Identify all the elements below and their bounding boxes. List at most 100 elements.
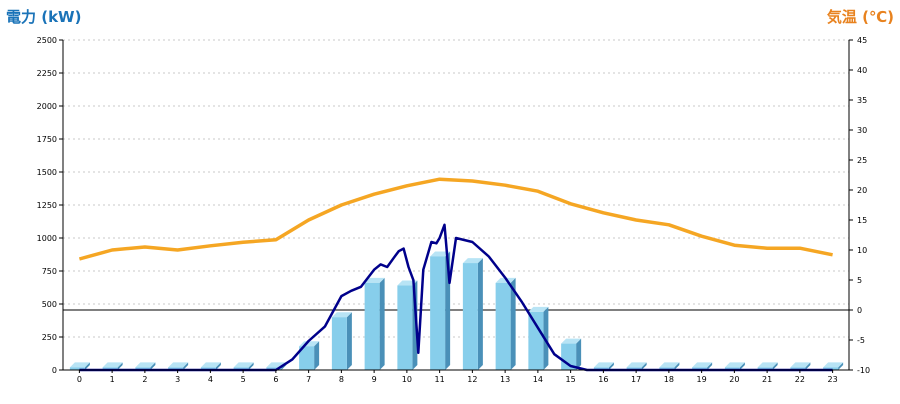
- right-tick-label: 45: [857, 36, 867, 45]
- x-tick-label: 10: [402, 375, 412, 384]
- bar-top: [200, 362, 221, 368]
- left-tick-label: 0: [52, 366, 57, 375]
- bar: [823, 367, 839, 370]
- bar-side: [314, 341, 320, 370]
- bar: [266, 367, 282, 370]
- x-tick-label: 13: [500, 375, 510, 384]
- bar-side: [215, 362, 221, 370]
- right-tick-label: 15: [857, 216, 867, 225]
- right-tick-label: -10: [857, 366, 870, 375]
- bar: [462, 263, 478, 370]
- bar: [397, 285, 413, 370]
- x-tick-label: 16: [598, 375, 608, 384]
- bar-side: [608, 362, 614, 370]
- left-tick-label: 1500: [37, 168, 57, 177]
- bar-top: [528, 306, 549, 312]
- bar-side: [739, 362, 745, 370]
- bar-top: [593, 362, 614, 368]
- bar-top: [823, 362, 844, 368]
- bar-top: [233, 362, 254, 368]
- left-tick-label: 750: [42, 267, 57, 276]
- right-tick-label: 0: [857, 306, 862, 315]
- bar-side: [641, 362, 647, 370]
- bar-side: [150, 362, 156, 370]
- right-tick-label: -5: [857, 336, 865, 345]
- bar: [168, 367, 184, 370]
- bar: [659, 367, 675, 370]
- right-axis-title: 気温 (℃): [826, 8, 894, 26]
- right-tick-label: 25: [857, 156, 867, 165]
- bar-side: [84, 362, 90, 370]
- bar-top: [790, 362, 811, 368]
- bar-top: [331, 312, 352, 318]
- bar-top: [69, 362, 90, 368]
- temperature-line: [78, 177, 833, 261]
- x-tick-label: 21: [762, 375, 772, 384]
- x-tick-label: 19: [697, 375, 707, 384]
- right-tick-label: 5: [857, 276, 862, 285]
- bar-top: [364, 277, 385, 283]
- bar-side: [379, 277, 385, 370]
- bar-top: [102, 362, 123, 368]
- bar-top: [168, 362, 189, 368]
- x-tick-label: 18: [664, 375, 674, 384]
- x-tick-label: 11: [435, 375, 445, 384]
- bar: [135, 367, 151, 370]
- left-tick-label: 250: [42, 333, 57, 342]
- bar-top: [462, 258, 483, 264]
- x-tick-label: 2: [142, 375, 147, 384]
- x-tick-label: 14: [533, 375, 543, 384]
- bar: [69, 367, 85, 370]
- bar-top: [135, 362, 156, 368]
- x-tick-label: 9: [372, 375, 377, 384]
- bar-side: [838, 362, 844, 370]
- bar-top: [724, 362, 745, 368]
- bar-side: [183, 362, 189, 370]
- bar: [724, 367, 740, 370]
- bar: [757, 367, 773, 370]
- bar: [331, 317, 347, 370]
- bar-side: [576, 338, 582, 370]
- x-tick-label: 7: [306, 375, 311, 384]
- x-tick-label: 22: [795, 375, 805, 384]
- bar-top: [659, 362, 680, 368]
- left-tick-label: 500: [42, 300, 57, 309]
- bar-side: [674, 362, 680, 370]
- right-tick-label: 20: [857, 186, 867, 195]
- x-tick-label: 6: [273, 375, 278, 384]
- bar: [626, 367, 642, 370]
- right-tick-label: 40: [857, 66, 867, 75]
- left-tick-label: 1250: [37, 201, 57, 210]
- x-tick-label: 4: [208, 375, 213, 384]
- bar-side: [805, 362, 811, 370]
- bar-top: [561, 338, 582, 344]
- left-axis-title: 電力 (kW): [6, 8, 82, 26]
- x-tick-label: 3: [175, 375, 180, 384]
- bar: [200, 367, 216, 370]
- left-tick-label: 2000: [37, 102, 57, 111]
- x-tick-label: 0: [77, 375, 82, 384]
- bar-side: [510, 277, 516, 370]
- x-tick-label: 12: [467, 375, 477, 384]
- x-tick-label: 8: [339, 375, 344, 384]
- bar: [528, 311, 544, 370]
- x-tick-label: 20: [729, 375, 739, 384]
- bar-top: [626, 362, 647, 368]
- bar-side: [117, 362, 123, 370]
- right-tick-label: 30: [857, 126, 867, 135]
- bar: [593, 367, 609, 370]
- bar-top: [430, 251, 451, 257]
- bar: [790, 367, 806, 370]
- x-tick-label: 5: [241, 375, 246, 384]
- left-tick-label: 1750: [37, 135, 57, 144]
- bar: [561, 343, 577, 370]
- bar-side: [707, 362, 713, 370]
- bar-side: [477, 258, 483, 370]
- bar: [299, 346, 315, 370]
- bar-top: [757, 362, 778, 368]
- bar-side: [772, 362, 778, 370]
- bar: [102, 367, 118, 370]
- bar-side: [346, 312, 352, 370]
